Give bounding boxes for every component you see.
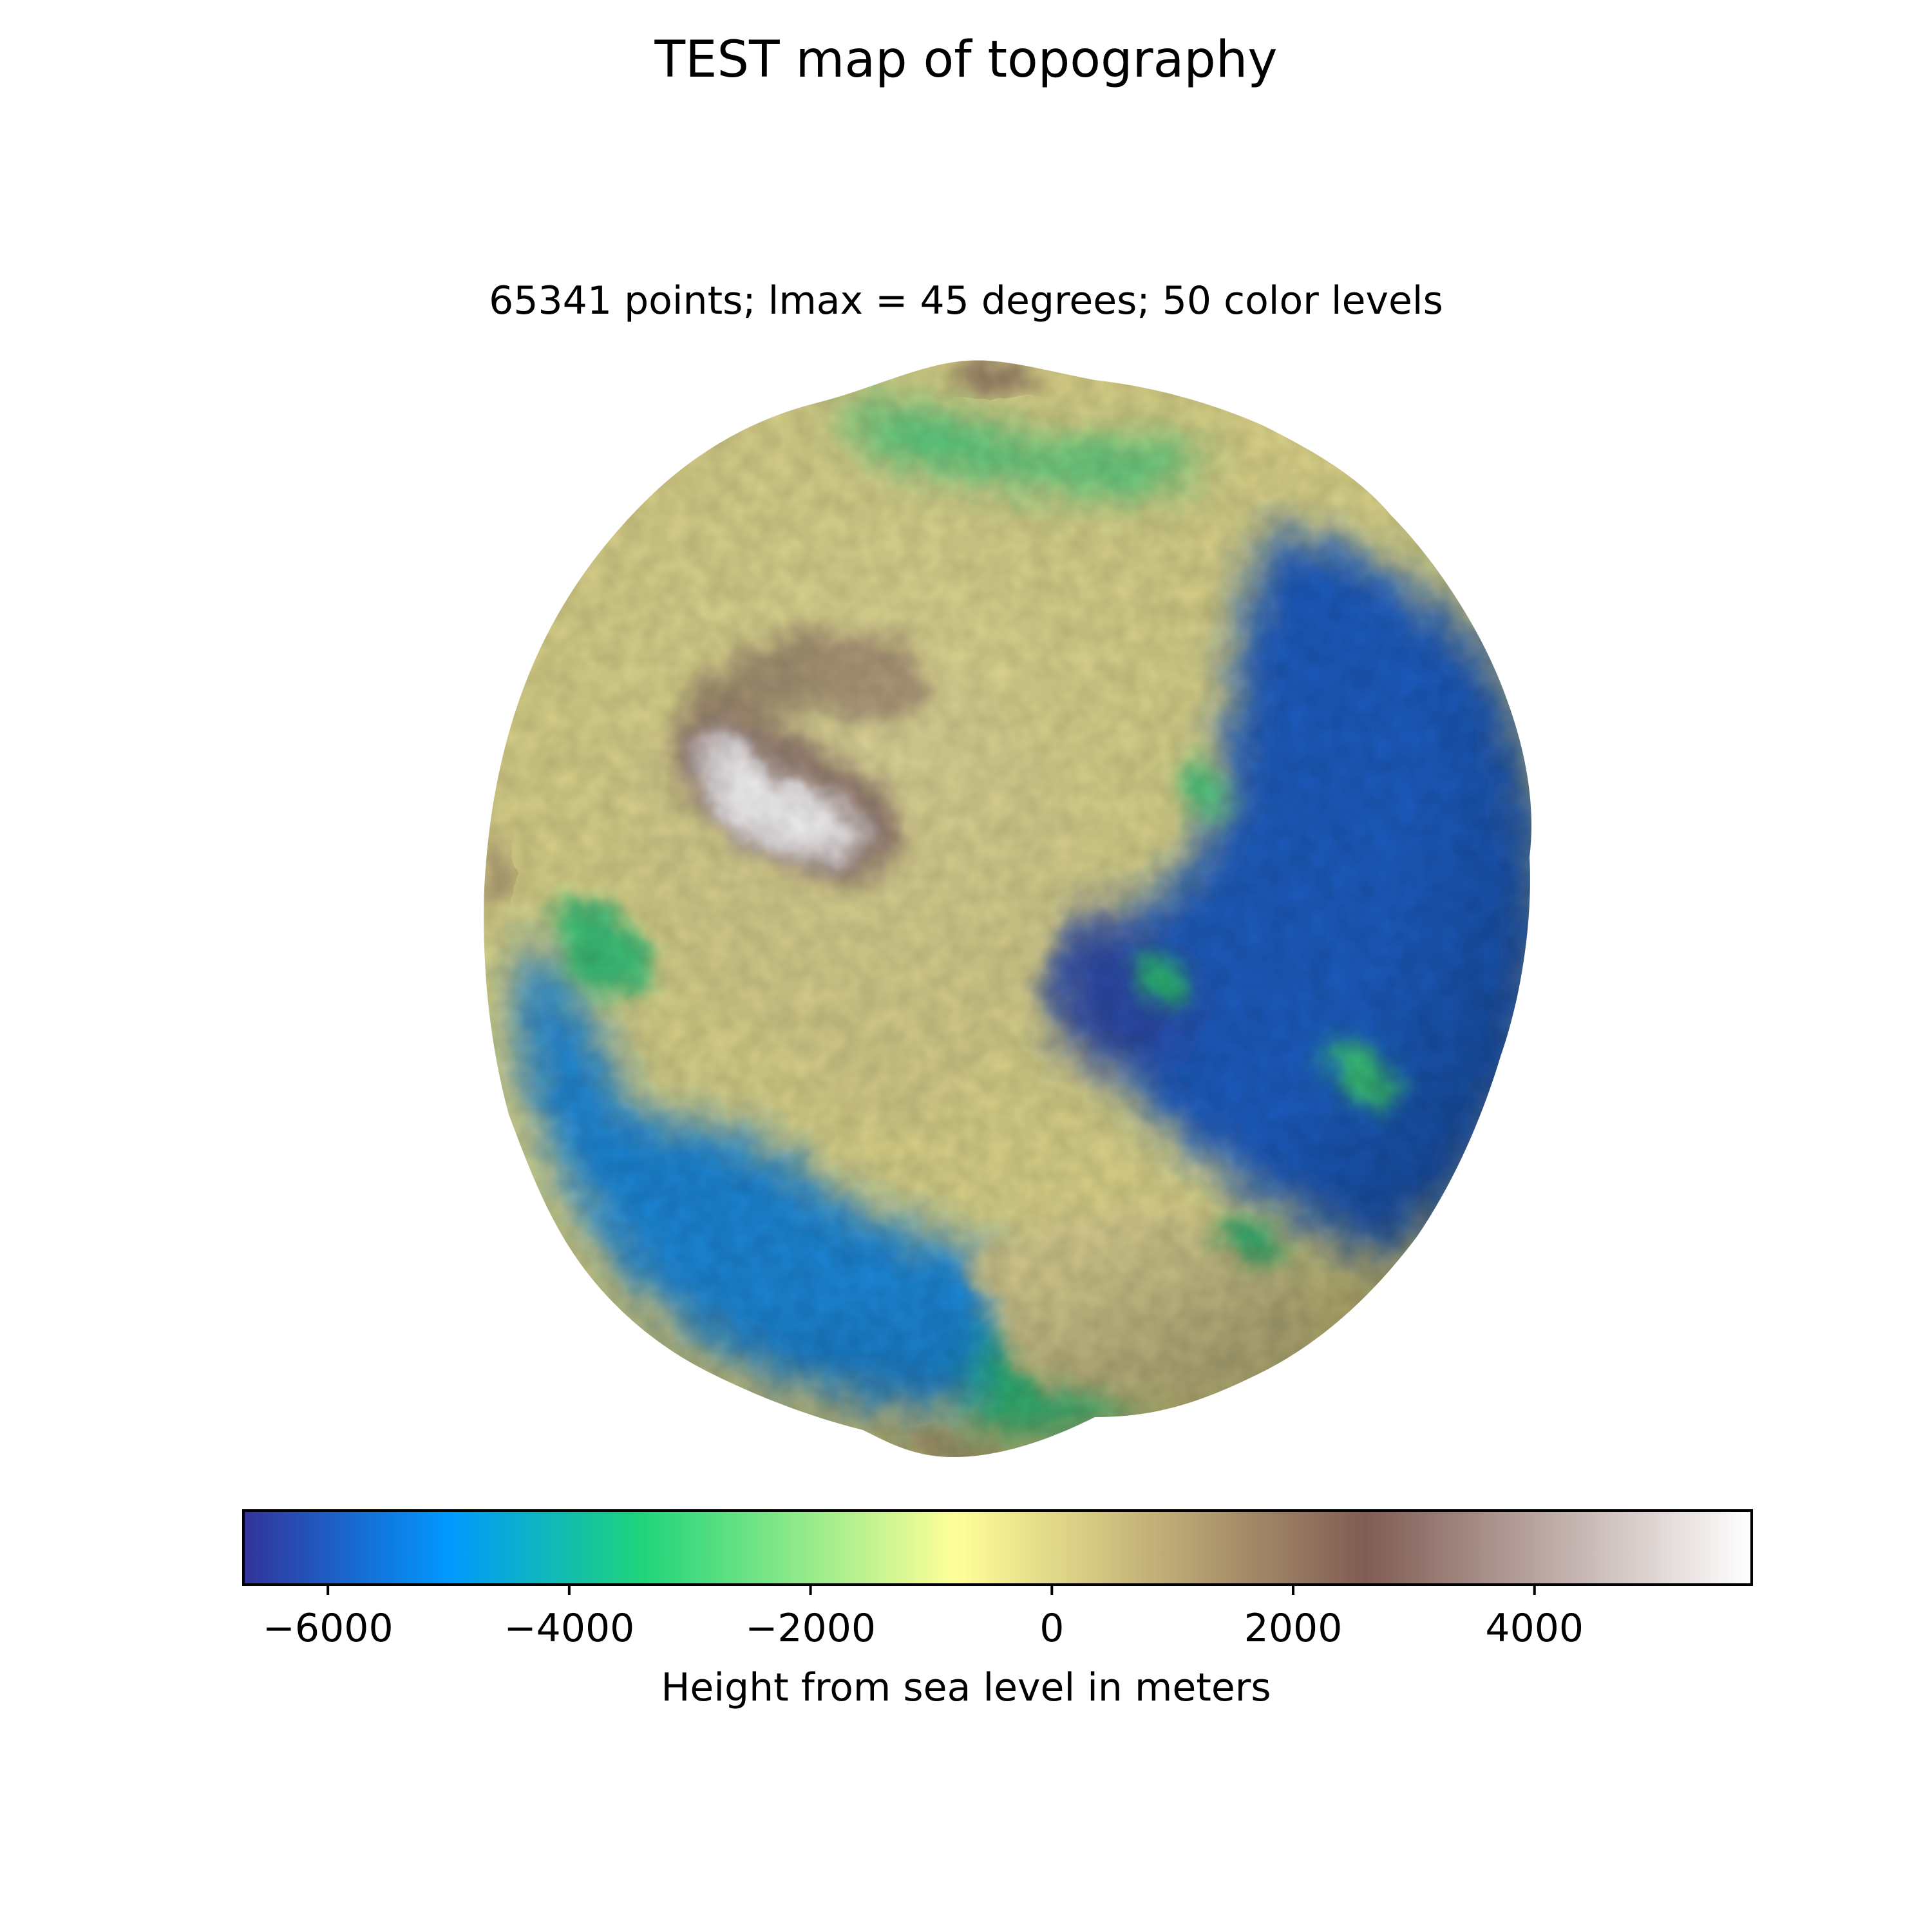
colorbar-label: Height from sea level in meters	[661, 1665, 1271, 1710]
colorbar-gradient	[243, 1511, 1752, 1585]
colorbar-tick-label: −2000	[745, 1606, 876, 1651]
colorbar-tick-label: −4000	[504, 1606, 634, 1651]
colorbar-tick-label: 4000	[1485, 1606, 1584, 1651]
colorbar-tick-label: 0	[1039, 1606, 1064, 1651]
colorbar-frame	[242, 1509, 1753, 1586]
colorbar-tick-label: 2000	[1244, 1606, 1343, 1651]
figure-title: TEST map of topography	[654, 31, 1278, 89]
colorbar-tick-label: −6000	[263, 1606, 393, 1651]
colorbar-ticks: −6000 −4000 −2000 0 2000 4000	[263, 1585, 1584, 1651]
figure-subtitle: 65341 points; lmax = 45 degrees; 50 colo…	[489, 278, 1443, 323]
globe-surface	[484, 360, 1531, 1457]
